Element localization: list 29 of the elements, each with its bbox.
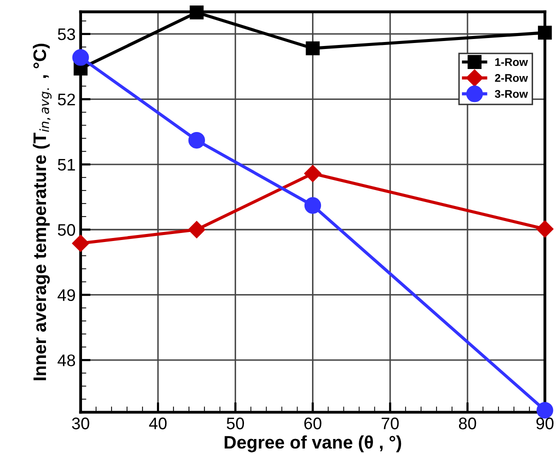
x-tick-label: 30 bbox=[72, 418, 90, 430]
point bbox=[306, 41, 320, 56]
x-tick-label: 90 bbox=[536, 418, 554, 430]
x-tick-label: 80 bbox=[458, 418, 476, 430]
y-tick-label: 52 bbox=[58, 94, 75, 106]
point bbox=[538, 26, 552, 40]
point bbox=[536, 402, 554, 419]
y-tick-label: 48 bbox=[58, 354, 76, 366]
point bbox=[304, 197, 322, 214]
y-tick-label: 49 bbox=[58, 289, 75, 302]
x-tick-label: 50 bbox=[226, 418, 244, 430]
legend-label: 2-Row bbox=[494, 74, 528, 82]
point bbox=[304, 164, 322, 182]
y-axis-title: Inner average temperature (T$_{in,avg.}$ , °C) bbox=[32, 44, 52, 380]
point bbox=[188, 221, 206, 238]
point bbox=[188, 132, 206, 149]
point bbox=[190, 6, 204, 20]
x-tick-label: 40 bbox=[149, 418, 167, 430]
legend-label: 1-Row bbox=[495, 58, 528, 66]
point bbox=[72, 49, 89, 66]
y-tick-label: 51 bbox=[58, 158, 75, 171]
x-axis-title: Degree of vane (θ , °) bbox=[224, 435, 402, 452]
y-tick-label: 53 bbox=[58, 28, 76, 40]
x-tick-label: 60 bbox=[304, 418, 322, 430]
x-tick-label: 70 bbox=[382, 418, 399, 430]
legend-label: 3-Row bbox=[494, 90, 528, 98]
point bbox=[72, 234, 90, 252]
point bbox=[536, 220, 554, 238]
y-tick-label: 50 bbox=[58, 224, 76, 236]
